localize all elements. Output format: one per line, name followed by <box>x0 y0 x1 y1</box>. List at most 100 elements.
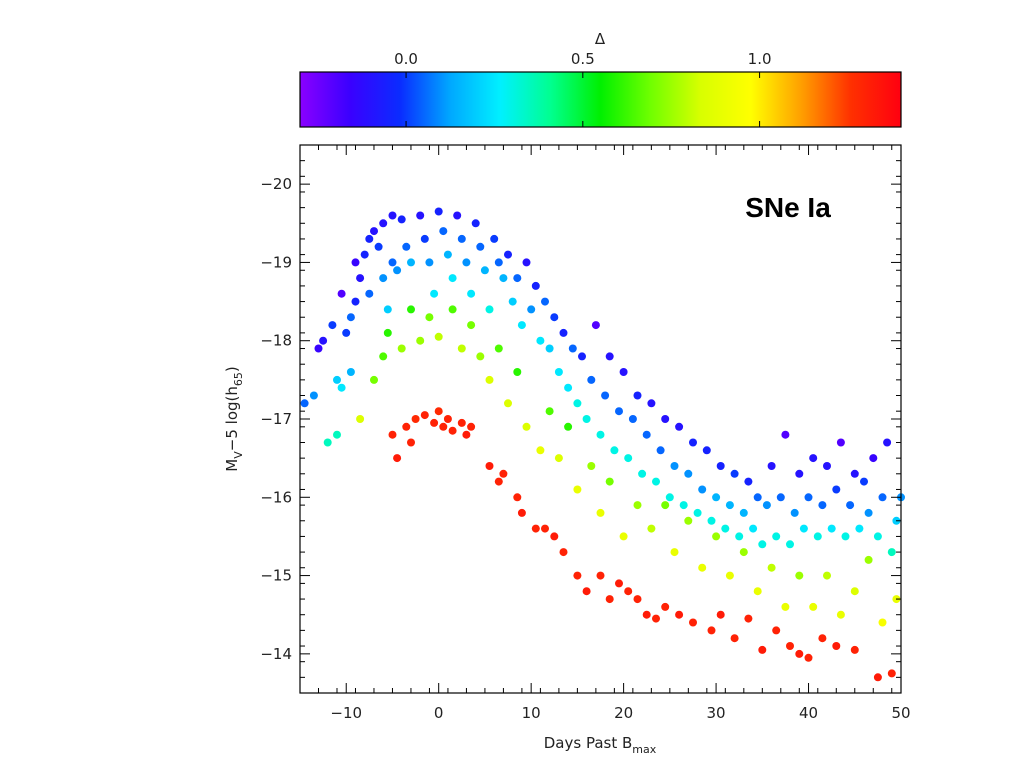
data-point <box>559 548 568 557</box>
y-tick-label: −15 <box>260 567 292 585</box>
data-point <box>656 446 665 455</box>
data-point <box>753 587 762 596</box>
data-point <box>434 332 443 341</box>
data-point <box>795 649 804 658</box>
data-point <box>434 407 443 416</box>
data-point <box>425 313 434 322</box>
data-point <box>689 618 697 627</box>
data-point <box>698 563 707 572</box>
data-point <box>333 375 341 384</box>
data-point <box>559 328 568 337</box>
data-point <box>813 532 822 541</box>
data-point <box>638 469 647 478</box>
data-point <box>485 375 494 384</box>
data-point <box>716 610 725 619</box>
data-point <box>508 297 517 306</box>
data-point <box>494 477 503 486</box>
data-point <box>499 469 508 478</box>
y-axis-title-p1-sub: V <box>232 451 245 459</box>
data-point <box>684 469 693 478</box>
data-point <box>601 391 610 400</box>
data-point <box>564 422 573 431</box>
data-point <box>855 524 864 533</box>
data-point <box>513 493 522 502</box>
data-point <box>430 289 439 298</box>
data-point <box>873 673 882 682</box>
x-tick-label: 0 <box>434 704 444 722</box>
data-point <box>887 548 896 557</box>
data-point <box>407 305 415 314</box>
data-point <box>762 501 771 510</box>
data-point <box>712 493 721 502</box>
data-point <box>804 493 813 502</box>
data-point <box>707 516 716 525</box>
data-point <box>702 446 711 455</box>
data-point <box>878 618 887 627</box>
x-axis: −10 0 10 20 30 40 50 <box>299 145 911 722</box>
data-point <box>467 289 476 298</box>
data-point <box>411 415 420 423</box>
y-axis: −20 −19 −18 −17 −16 −15 −14 <box>260 144 901 694</box>
data-point <box>360 250 369 259</box>
y-tick-label: −19 <box>260 253 292 271</box>
data-point <box>850 645 859 654</box>
data-point <box>647 399 656 408</box>
data-point <box>633 501 642 510</box>
colorbar: 0.0 0.5 1.0 Δ <box>299 30 902 128</box>
data-point <box>564 383 573 392</box>
data-point <box>624 587 633 596</box>
data-point <box>388 430 397 439</box>
data-point <box>522 422 531 431</box>
data-point <box>772 532 781 541</box>
data-point <box>346 313 355 322</box>
data-point <box>878 493 887 502</box>
data-point <box>393 454 402 463</box>
data-point <box>573 571 582 580</box>
data-point <box>407 258 415 267</box>
data-point <box>531 281 540 290</box>
data-point <box>356 415 365 423</box>
data-point <box>379 352 388 361</box>
data-point <box>605 352 614 361</box>
data-point <box>388 258 397 267</box>
data-point <box>383 305 392 314</box>
data-point <box>619 368 628 376</box>
data-point <box>850 469 859 478</box>
data-point <box>541 524 549 533</box>
colorbar-tick-label: 0.5 <box>571 50 595 68</box>
data-point <box>536 336 545 345</box>
data-point <box>504 399 512 408</box>
data-point <box>536 446 545 455</box>
data-point <box>628 415 637 423</box>
data-point <box>670 548 679 557</box>
data-point <box>522 258 531 267</box>
data-point <box>818 634 827 643</box>
data-point <box>652 614 660 623</box>
data-point <box>568 344 577 353</box>
y-tick-label: −14 <box>260 645 292 663</box>
data-point <box>573 399 582 408</box>
data-point <box>823 571 831 580</box>
data-point <box>554 368 563 376</box>
data-point <box>661 602 670 611</box>
data-points <box>300 207 905 682</box>
data-point <box>781 430 790 439</box>
data-point <box>430 418 439 427</box>
data-point <box>416 211 425 220</box>
y-axis-title-p2-sub: 65 <box>232 372 245 386</box>
data-point <box>832 485 841 494</box>
data-point <box>471 219 480 228</box>
data-point <box>767 563 776 572</box>
data-point <box>323 438 332 447</box>
data-point <box>397 215 406 224</box>
y-axis-title-p1: M <box>223 459 241 472</box>
data-point <box>799 524 808 533</box>
data-point <box>383 328 392 337</box>
data-point <box>610 446 619 455</box>
data-point <box>860 477 868 486</box>
data-point <box>776 493 785 502</box>
y-tick-label: −18 <box>260 332 292 350</box>
data-point <box>615 579 623 588</box>
data-point <box>420 411 429 420</box>
